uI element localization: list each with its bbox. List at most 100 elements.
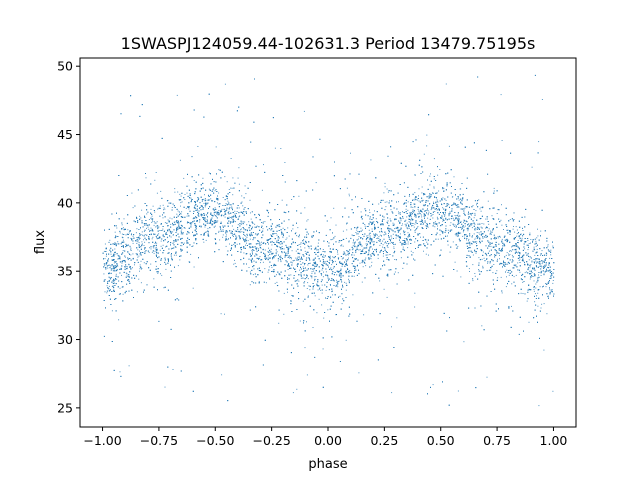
data-point <box>402 267 404 269</box>
data-point <box>271 244 273 246</box>
data-point <box>298 195 300 197</box>
data-point <box>372 248 373 250</box>
data-point <box>236 243 238 245</box>
data-point <box>222 234 224 236</box>
data-point <box>116 269 118 270</box>
data-point <box>231 230 233 232</box>
data-point <box>390 239 392 240</box>
data-point <box>409 221 411 223</box>
data-point <box>171 207 173 208</box>
data-point <box>391 237 393 239</box>
data-point <box>292 295 294 297</box>
data-point <box>262 261 264 263</box>
data-point <box>410 239 412 241</box>
data-point <box>454 233 456 235</box>
data-point <box>132 253 134 255</box>
data-point <box>498 209 500 211</box>
data-point <box>257 233 259 234</box>
data-point <box>155 251 157 253</box>
data-point <box>156 250 158 252</box>
data-point <box>422 200 423 202</box>
data-point <box>195 209 197 211</box>
data-point <box>160 245 162 247</box>
data-point <box>449 251 451 253</box>
data-point <box>369 246 371 248</box>
data-point <box>371 241 373 243</box>
data-point <box>482 251 484 253</box>
data-point <box>304 347 306 349</box>
data-point <box>535 245 537 247</box>
data-point <box>486 218 488 220</box>
data-point <box>121 233 123 235</box>
data-point <box>154 243 156 244</box>
data-point <box>306 288 308 289</box>
data-point <box>295 257 297 259</box>
data-point <box>287 247 289 249</box>
data-point <box>170 223 172 225</box>
data-point <box>190 222 192 224</box>
data-point <box>421 218 423 220</box>
data-point <box>224 83 226 85</box>
data-point <box>370 258 372 260</box>
data-point <box>289 257 291 259</box>
data-point <box>417 226 419 228</box>
data-point <box>497 277 499 279</box>
data-point <box>338 280 340 282</box>
data-point <box>272 235 274 237</box>
data-point <box>382 255 384 257</box>
data-point <box>422 223 424 225</box>
data-point <box>454 224 456 226</box>
data-point <box>300 242 302 244</box>
data-point <box>292 392 294 394</box>
data-point <box>303 239 305 241</box>
data-point <box>160 240 162 242</box>
data-point <box>524 272 526 274</box>
data-point <box>457 217 459 219</box>
data-point <box>332 267 334 269</box>
data-point <box>134 264 135 266</box>
data-point <box>291 199 293 200</box>
data-point <box>530 242 531 244</box>
data-point <box>267 271 269 273</box>
data-point <box>472 205 474 207</box>
data-point <box>265 254 267 256</box>
data-point <box>402 218 404 219</box>
data-point <box>336 279 338 281</box>
data-point <box>540 230 542 232</box>
data-point <box>329 255 331 257</box>
data-point <box>294 259 296 261</box>
data-point <box>249 271 251 273</box>
data-point <box>352 245 354 247</box>
data-point <box>448 145 450 147</box>
data-point <box>316 264 318 266</box>
data-point <box>517 262 519 264</box>
data-point <box>255 247 257 249</box>
data-point <box>109 239 111 241</box>
data-point <box>492 229 494 230</box>
data-point <box>137 249 139 251</box>
data-point <box>536 295 537 297</box>
data-point <box>132 235 134 237</box>
data-point <box>420 214 422 216</box>
data-point <box>402 211 403 213</box>
data-point <box>163 209 164 211</box>
data-point <box>231 217 233 219</box>
data-point <box>453 176 455 178</box>
data-point <box>278 237 280 239</box>
data-point <box>156 238 158 240</box>
data-point <box>184 199 186 200</box>
data-point <box>442 188 444 190</box>
data-point <box>206 220 208 222</box>
data-point <box>144 248 145 250</box>
data-point <box>210 198 212 200</box>
data-point <box>444 215 446 217</box>
data-point <box>392 233 394 235</box>
data-point <box>419 221 421 222</box>
data-point <box>170 254 172 256</box>
data-point <box>490 242 492 244</box>
data-point <box>118 255 120 257</box>
data-point <box>497 258 498 260</box>
data-point <box>490 269 492 271</box>
data-point <box>145 177 147 179</box>
data-point <box>538 405 540 407</box>
